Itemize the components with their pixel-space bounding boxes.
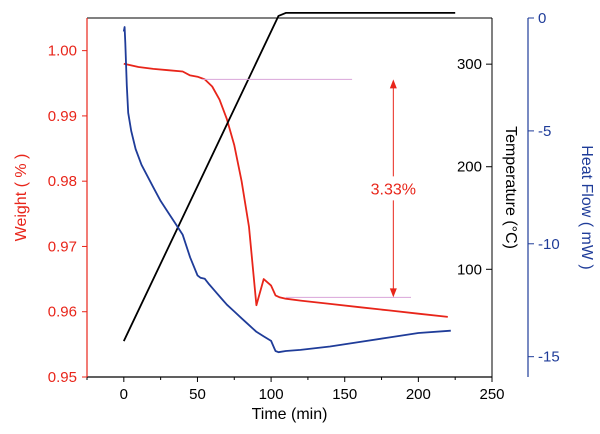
- x-tick-label: 100: [259, 386, 284, 403]
- annotation-label-bg: [363, 176, 424, 201]
- heat-flow-tick-label: -15: [538, 349, 560, 366]
- annotation-label: 3.33%: [371, 181, 416, 198]
- x-tick-label: 50: [189, 386, 206, 403]
- x-tick-label: 0: [120, 386, 128, 403]
- annotation-arrow-up-head: [389, 79, 397, 89]
- weight-tick-label: 1.00: [48, 43, 77, 60]
- x-axis-label: Time (min): [252, 406, 328, 423]
- heat-flow-tick-label: -10: [538, 236, 560, 253]
- series-line-weight: [123, 62, 448, 318]
- heat-flow-tick-label: -5: [538, 123, 551, 140]
- temperature-tick-label: 100: [457, 261, 482, 278]
- x-tick-label: 250: [479, 386, 504, 403]
- weight-tick-label: 0.99: [48, 108, 77, 125]
- series-line-temperature: [122, 11, 456, 342]
- weight-tick-label: 0.98: [48, 173, 77, 190]
- x-tick-label: 150: [332, 386, 357, 403]
- temperature-tick-label: 200: [457, 159, 482, 176]
- weight-tick-label: 0.97: [48, 238, 77, 255]
- weight-tick-label: 0.96: [48, 304, 77, 321]
- temperature-tick-label: 300: [457, 56, 482, 73]
- annotation-arrow-down-head: [389, 288, 397, 298]
- heat-flow-tick-label: 0: [538, 10, 546, 27]
- heat-flow-axis-label: Heat Flow ( mW ): [578, 145, 595, 269]
- x-tick-label: 200: [406, 386, 431, 403]
- weight-axis-label: Weight ( % ): [13, 154, 30, 242]
- series-line-heat_flow: [122, 26, 451, 354]
- weight-tick-label: 0.95: [48, 369, 77, 386]
- temperature-axis-label: Temperature (°C): [502, 126, 519, 249]
